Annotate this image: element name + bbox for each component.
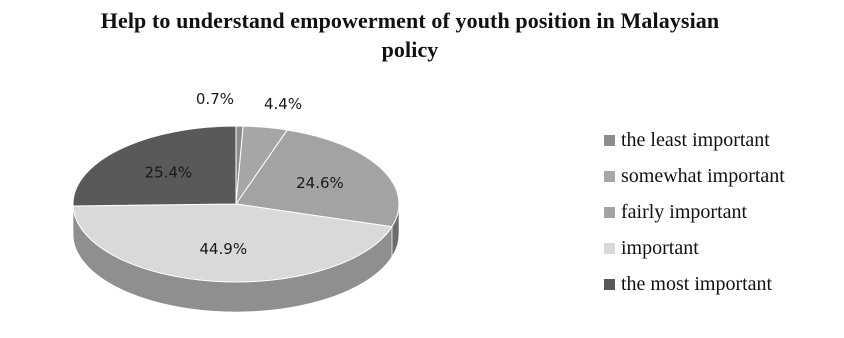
legend-swatch-most-important — [604, 278, 615, 290]
legend: the least important somewhat important f… — [604, 122, 840, 302]
chart-title-line-1: Help to understand empowerment of youth … — [100, 8, 720, 33]
legend-label-important: important — [621, 236, 699, 259]
pie-slice-most-important — [72, 125, 237, 207]
legend-swatch-least-important — [604, 134, 615, 146]
legend-swatch-somewhat-important — [604, 170, 615, 182]
legend-item-fairly-important: fairly important — [604, 194, 840, 230]
data-label-most-important: 25.4% — [144, 163, 192, 181]
legend-label-somewhat-important: somewhat important — [621, 164, 785, 187]
pie-top-faces — [72, 125, 400, 283]
pie-slice-important — [72, 203, 393, 283]
pie-data-labels: 0.7% 4.4% 24.6% 44.9% 25.4% — [144, 90, 343, 258]
chart-title: Help to understand empowerment of youth … — [0, 6, 820, 64]
legend-swatch-important — [604, 242, 615, 254]
legend-item-somewhat-important: somewhat important — [604, 158, 840, 194]
data-label-important: 44.9% — [199, 240, 247, 258]
data-label-somewhat-important: 4.4% — [264, 95, 302, 113]
legend-item-important: important — [604, 230, 840, 266]
legend-label-fairly-important: fairly important — [621, 200, 748, 223]
data-label-least-important: 0.7% — [196, 90, 234, 108]
legend-item-most-important: the most important — [604, 266, 840, 302]
legend-swatch-fairly-important — [604, 206, 615, 218]
legend-label-most-important: the most important — [621, 272, 773, 295]
data-label-fairly-important: 24.6% — [296, 174, 344, 192]
chart-title-line-2: policy — [381, 37, 439, 62]
pie-slice-fairly-important — [235, 129, 400, 228]
pie-chart: 0.7% 4.4% 24.6% 44.9% 25.4% — [72, 90, 400, 313]
legend-item-least-important: the least important — [604, 122, 840, 158]
legend-label-least-important: the least important — [621, 128, 770, 151]
